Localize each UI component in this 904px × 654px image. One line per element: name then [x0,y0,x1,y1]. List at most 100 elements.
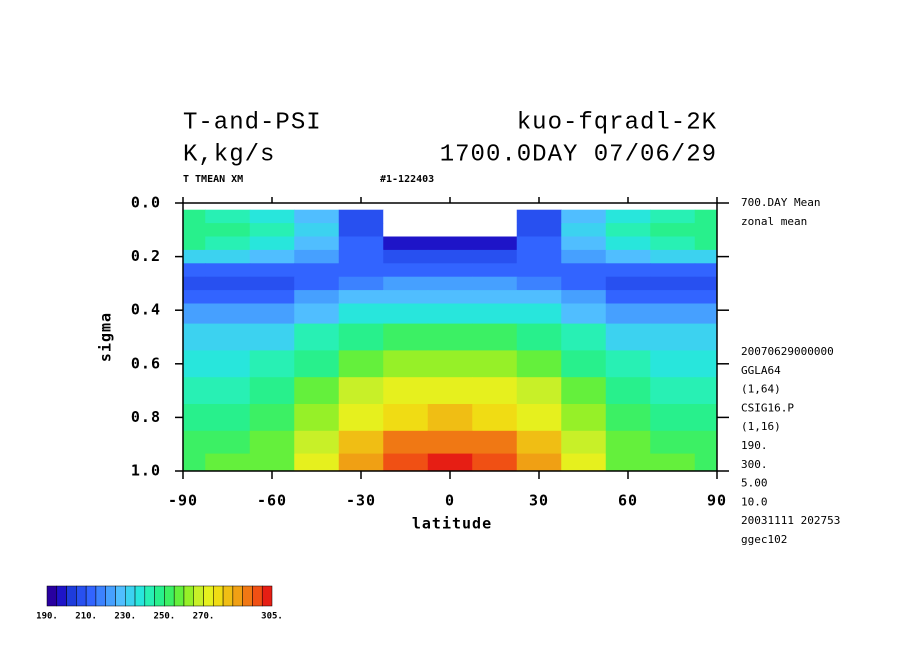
contour-cell [338,303,384,325]
contour-cell [183,453,206,471]
contour-cell [338,249,384,264]
colorbar-label: 305. [261,612,283,622]
contour-cell [472,263,518,278]
contour-cell [338,323,384,351]
contour-cell [338,350,384,378]
contour-cell [294,323,340,351]
contour-cell [694,303,717,325]
side-note: (1,64) [741,383,781,396]
colorbar-box [242,585,253,607]
contour-cell [183,404,206,432]
contour-cell [561,290,607,304]
colorbar-label: 210. [75,612,97,622]
contour-cell [338,236,384,251]
side-note: 5.00 [741,477,768,490]
contour-cell [516,453,562,471]
contour-cell [183,430,206,455]
contour-cell [516,223,562,237]
contour-cell [205,249,251,264]
contour-cell [694,290,717,304]
contour-cell [605,290,651,304]
colorbar-box [193,585,204,607]
contour-cell [294,303,340,325]
contour-cell [516,323,562,351]
colorbar-box [85,585,97,607]
contour-cell [294,249,340,264]
contour-cell [605,263,651,278]
contour-cell [605,404,651,432]
contour-cell [516,303,562,325]
contour-cell [249,453,295,471]
contour-cell [427,453,473,471]
contour-cell [650,430,696,455]
contour-cell [383,276,429,291]
contour-cell [205,223,251,237]
contour-cell [694,350,717,378]
contour-cell [561,377,607,405]
contour-cell [605,209,651,224]
contour-cell [561,276,607,291]
colorbar-box [232,585,243,607]
contour-cell [294,236,340,251]
colorbar-box [164,585,175,607]
contour-cell [427,303,473,325]
contour-cell [427,276,473,291]
chart-title: T-and-PSI [183,109,322,136]
contour-cell [427,350,473,378]
contour-cell [650,404,696,432]
contour-cell [183,236,206,251]
side-note: CSIG16.P [741,401,794,414]
contour-cell [338,209,384,224]
contour-cell [294,223,340,237]
x-tick-label: -60 [257,492,287,510]
contour-cell [205,209,251,224]
contour-cell [383,323,429,351]
contour-cell [561,453,607,471]
contour-cell [516,249,562,264]
contour-cell [383,303,429,325]
side-note: (1,16) [741,420,781,433]
contour-cell [249,249,295,264]
contour-cell [183,263,206,278]
contour-cell [472,223,518,237]
contour-cell [338,223,384,237]
contour-cell [561,303,607,325]
contour-cell [383,377,429,405]
contour-cell [605,303,651,325]
contour-cell [383,249,429,264]
contour-cell [183,223,206,237]
contour-cell [183,323,206,351]
contour-cell [205,404,251,432]
contour-cell [205,453,251,471]
field-label: T TMEAN XM [183,174,243,185]
colorbar-box [95,585,106,607]
contour-cell [694,209,717,224]
side-note: 20031111 202753 [741,514,840,527]
contour-cell [294,404,340,432]
contour-cell [650,303,696,325]
contour-cell [249,350,295,378]
colorbar-label: 230. [114,612,136,622]
contour-cell [183,209,206,224]
colorbar-box [183,585,194,607]
contour-cell [605,249,651,264]
contour-cell [694,323,717,351]
contour-cell [338,453,384,471]
x-tick-label: 0 [445,492,455,510]
contour-cell [561,263,607,278]
chart-subtitle-right: 1700.0DAY 07/06/29 [440,141,717,168]
contour-cell [205,276,251,291]
contour-cell [561,209,607,224]
contour-cell [472,404,518,432]
contour-cell [605,276,651,291]
contour-cell [516,350,562,378]
contour-cell [694,236,717,251]
contour-cell [472,453,518,471]
contour-cell [605,453,651,471]
contour-cell [294,430,340,455]
contour-cell [427,323,473,351]
contour-cell [650,236,696,251]
contour-cell [383,430,429,455]
contour-cell [650,290,696,304]
contour-cell [427,404,473,432]
